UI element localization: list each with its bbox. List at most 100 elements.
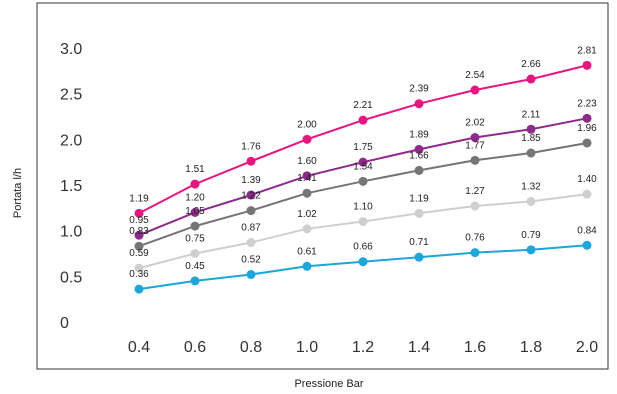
data-point <box>582 60 592 70</box>
data-point <box>302 134 312 144</box>
data-label: 2.00 <box>297 119 317 130</box>
data-point <box>526 196 536 206</box>
x-tick-label: 2.0 <box>576 339 598 356</box>
y-tick-label: 0.5 <box>60 269 82 286</box>
data-point <box>526 74 536 84</box>
data-label: 0.79 <box>521 230 541 241</box>
x-tick-label: 0.4 <box>128 339 150 356</box>
x-axis-ticks: 0.4 0.6 0.8 1.0 1.2 1.4 1.6 1.8 2.0 <box>128 339 598 356</box>
data-label: 2.39 <box>409 84 429 95</box>
data-label: 1.27 <box>465 186 485 197</box>
data-point <box>414 208 424 218</box>
data-point <box>134 230 144 240</box>
data-point <box>582 240 592 250</box>
data-label: 1.54 <box>353 161 373 172</box>
plot-frame <box>36 2 609 370</box>
data-label: 0.76 <box>465 233 485 244</box>
data-point <box>190 249 200 259</box>
data-point <box>246 270 256 280</box>
data-point <box>134 263 144 273</box>
x-tick-label: 1.2 <box>352 339 374 356</box>
y-tick-label: 0 <box>60 315 69 332</box>
data-point <box>526 148 536 158</box>
data-point <box>358 157 368 167</box>
y-tick-label: 2.5 <box>60 87 82 104</box>
data-labels: 1.19 1.51 1.76 2.00 2.21 2.39 2.54 2.66 2.81 0.95… <box>129 45 597 280</box>
data-label: 1.75 <box>353 142 373 153</box>
data-label: 0.75 <box>185 234 205 245</box>
data-point <box>246 156 256 166</box>
data-label: 0.61 <box>297 246 317 257</box>
x-tick-label: 1.8 <box>520 339 542 356</box>
data-label: 1.19 <box>129 193 149 204</box>
data-point <box>302 261 312 271</box>
data-label: 2.81 <box>577 45 597 56</box>
data-point <box>470 155 480 165</box>
x-tick-label: 0.8 <box>240 339 262 356</box>
data-point <box>414 165 424 175</box>
data-label: 0.66 <box>353 242 373 253</box>
data-label: 1.66 <box>409 150 429 161</box>
y-tick-label: 3.0 <box>60 41 82 58</box>
x-tick-label: 1.0 <box>296 339 318 356</box>
data-label: 1.19 <box>409 193 429 204</box>
x-tick-label: 1.6 <box>464 339 486 356</box>
y-tick-label: 2.0 <box>60 132 82 149</box>
data-point <box>134 241 144 251</box>
data-point <box>302 188 312 198</box>
data-label: 1.41 <box>297 173 317 184</box>
data-label: 1.22 <box>241 191 261 202</box>
data-point <box>526 124 536 134</box>
data-label: 1.51 <box>185 164 205 175</box>
data-label: 0.83 <box>129 226 149 237</box>
data-point <box>358 176 368 186</box>
x-axis-title: Pressione Bar <box>294 378 363 390</box>
data-point <box>246 190 256 200</box>
data-label: 2.23 <box>577 98 597 109</box>
data-label: 0.52 <box>241 255 261 266</box>
data-point <box>302 171 312 181</box>
data-label: 1.89 <box>409 129 429 140</box>
data-point <box>470 201 480 211</box>
data-label: 0.84 <box>577 225 597 236</box>
data-label: 2.02 <box>465 118 485 129</box>
y-axis-title: Portata l/h <box>12 168 24 218</box>
data-label: 1.20 <box>185 192 205 203</box>
data-point <box>414 252 424 262</box>
data-label: 1.76 <box>241 141 261 152</box>
data-point <box>134 284 144 294</box>
data-point <box>414 99 424 109</box>
y-tick-label: 1.0 <box>60 224 82 241</box>
y-axis-ticks: 0 0.5 1.0 1.5 2.0 2.5 3.0 <box>60 41 82 332</box>
data-label: 1.85 <box>521 133 541 144</box>
data-label: 0.95 <box>129 215 149 226</box>
data-label: 1.39 <box>241 175 261 186</box>
data-label: 1.40 <box>577 174 597 185</box>
data-label: 0.45 <box>185 261 205 272</box>
data-point <box>358 115 368 125</box>
data-label: 2.11 <box>522 109 541 120</box>
data-point <box>526 245 536 255</box>
data-point <box>582 138 592 148</box>
data-label: 2.21 <box>353 100 373 111</box>
data-point <box>190 179 200 189</box>
data-label: 0.36 <box>129 269 149 280</box>
data-label: 0.59 <box>129 248 149 259</box>
data-point <box>190 207 200 217</box>
data-point <box>470 248 480 258</box>
data-point <box>190 276 200 286</box>
data-point <box>302 224 312 234</box>
data-point <box>246 238 256 248</box>
data-point <box>134 208 144 218</box>
data-label: 1.32 <box>521 181 541 192</box>
data-point <box>582 189 592 199</box>
data-point <box>414 144 424 154</box>
data-label: 2.54 <box>465 70 485 81</box>
data-label: 1.60 <box>297 156 317 167</box>
data-point <box>246 206 256 216</box>
data-label: 2.66 <box>521 59 541 70</box>
data-point <box>190 221 200 231</box>
x-tick-label: 1.4 <box>408 339 430 356</box>
data-label: 1.96 <box>577 123 597 134</box>
